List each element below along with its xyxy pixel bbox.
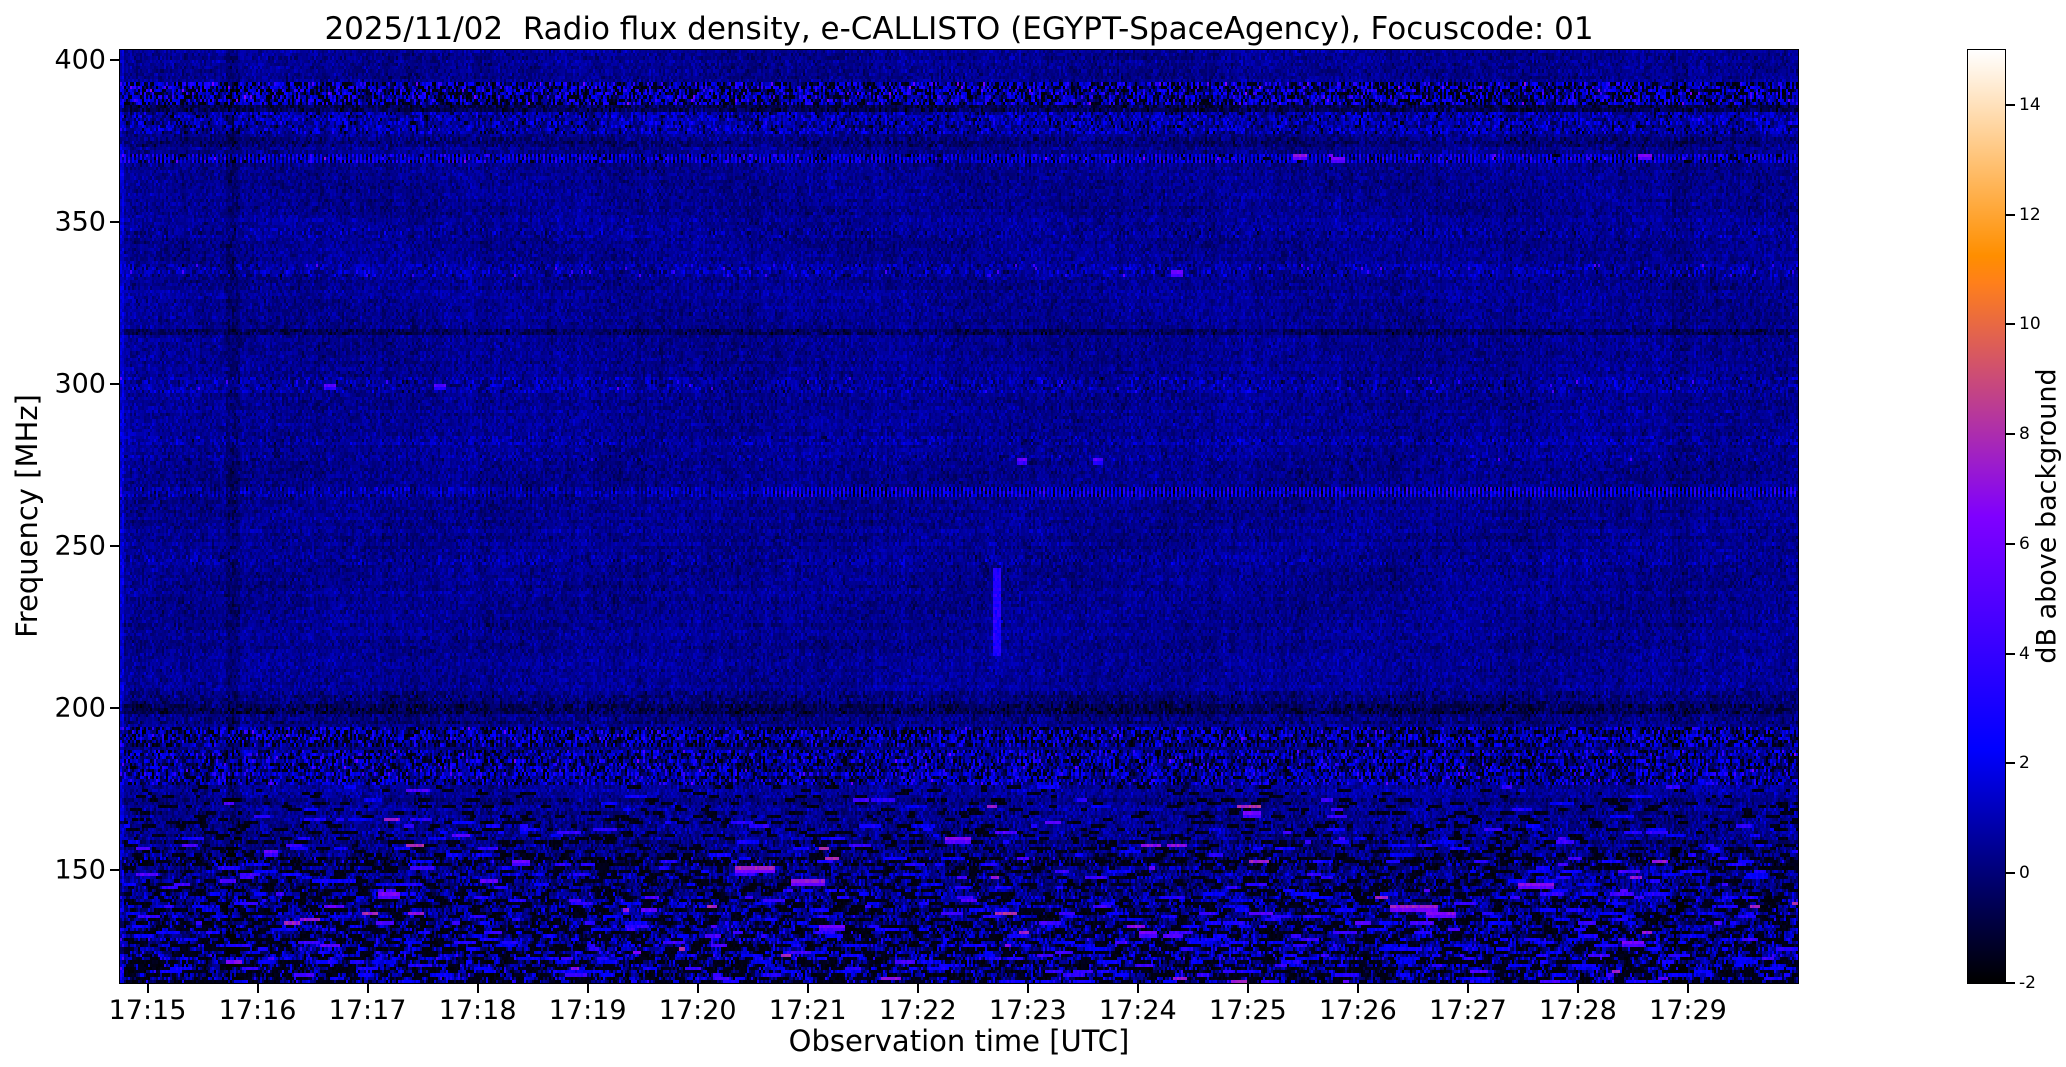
y-tick-mark [110, 706, 120, 709]
colorbar-tick-mark [2006, 213, 2015, 216]
colorbar-tick-label: 6 [2019, 533, 2030, 554]
colorbar-tick-label: -2 [2019, 973, 2036, 993]
colorbar-tick-mark [2006, 542, 2015, 545]
x-tick-label: 17:20 [658, 995, 737, 1026]
colorbar-label: dB above background [2031, 368, 2063, 664]
colorbar-gradient [1967, 49, 2006, 984]
x-tick-label: 17:15 [108, 995, 187, 1026]
colorbar-tick-mark [2006, 652, 2015, 655]
x-tick-mark [1686, 984, 1689, 993]
x-tick-mark [256, 984, 259, 993]
x-axis-label: Observation time [UTC] [788, 1024, 1130, 1058]
y-tick-mark [110, 868, 120, 871]
colorbar-tick-mark [2006, 982, 2015, 984]
x-tick-label: 17:17 [328, 995, 407, 1026]
colorbar-tick-mark [2006, 323, 2015, 326]
y-tick-label: 200 [54, 692, 106, 724]
spectrogram-heatmap [119, 49, 1799, 984]
x-tick-mark [146, 984, 149, 993]
x-tick-label: 17:28 [1539, 995, 1617, 1026]
colorbar-tick-mark [2006, 433, 2015, 436]
y-tick-mark [110, 382, 120, 385]
x-tick-label: 17:22 [878, 995, 957, 1026]
y-tick-label: 350 [54, 206, 106, 238]
x-tick-mark [586, 984, 589, 993]
x-tick-mark [1136, 984, 1139, 993]
x-tick-mark [1026, 984, 1029, 993]
y-tick-label: 250 [54, 530, 106, 562]
y-tick-mark [110, 544, 120, 547]
x-tick-mark [696, 984, 699, 993]
x-tick-mark [1246, 984, 1249, 993]
y-tick-mark [110, 220, 120, 223]
colorbar-tick-mark [2006, 762, 2015, 765]
colorbar-tick-label: 4 [2019, 643, 2030, 664]
y-axis-label: Frequency [MHz] [10, 394, 44, 638]
x-tick-label: 17:19 [548, 995, 627, 1026]
x-tick-label: 17:24 [1098, 995, 1177, 1026]
x-tick-label: 17:18 [438, 995, 517, 1026]
y-tick-label: 400 [54, 44, 106, 76]
x-tick-mark [366, 984, 369, 993]
chart-title: 2025/11/02 Radio flux density, e-CALLIST… [324, 11, 1594, 47]
x-tick-mark [1356, 984, 1359, 993]
y-tick-label: 150 [54, 854, 106, 886]
x-tick-mark [916, 984, 919, 993]
colorbar-tick-mark [2006, 872, 2015, 875]
x-tick-label: 17:23 [988, 995, 1067, 1026]
x-tick-mark [1466, 984, 1469, 993]
colorbar-tick-label: 14 [2019, 94, 2041, 115]
x-tick-label: 17:16 [218, 995, 297, 1026]
x-tick-label: 17:27 [1428, 995, 1507, 1026]
x-tick-label: 17:25 [1208, 995, 1287, 1026]
x-tick-label: 17:26 [1318, 995, 1397, 1026]
colorbar-tick-label: 2 [2019, 753, 2030, 774]
colorbar-tick-label: 8 [2019, 424, 2030, 445]
y-tick-mark [110, 58, 120, 61]
x-tick-label: 17:21 [768, 995, 847, 1026]
colorbar-tick-mark [2006, 103, 2015, 106]
x-tick-mark [476, 984, 479, 993]
colorbar-tick-label: 0 [2019, 863, 2030, 884]
x-tick-label: 17:29 [1649, 995, 1727, 1026]
y-tick-label: 300 [54, 368, 106, 400]
x-tick-mark [1576, 984, 1579, 993]
colorbar-tick-label: 12 [2019, 204, 2041, 225]
x-tick-mark [806, 984, 809, 993]
colorbar-tick-label: 10 [2019, 314, 2041, 335]
